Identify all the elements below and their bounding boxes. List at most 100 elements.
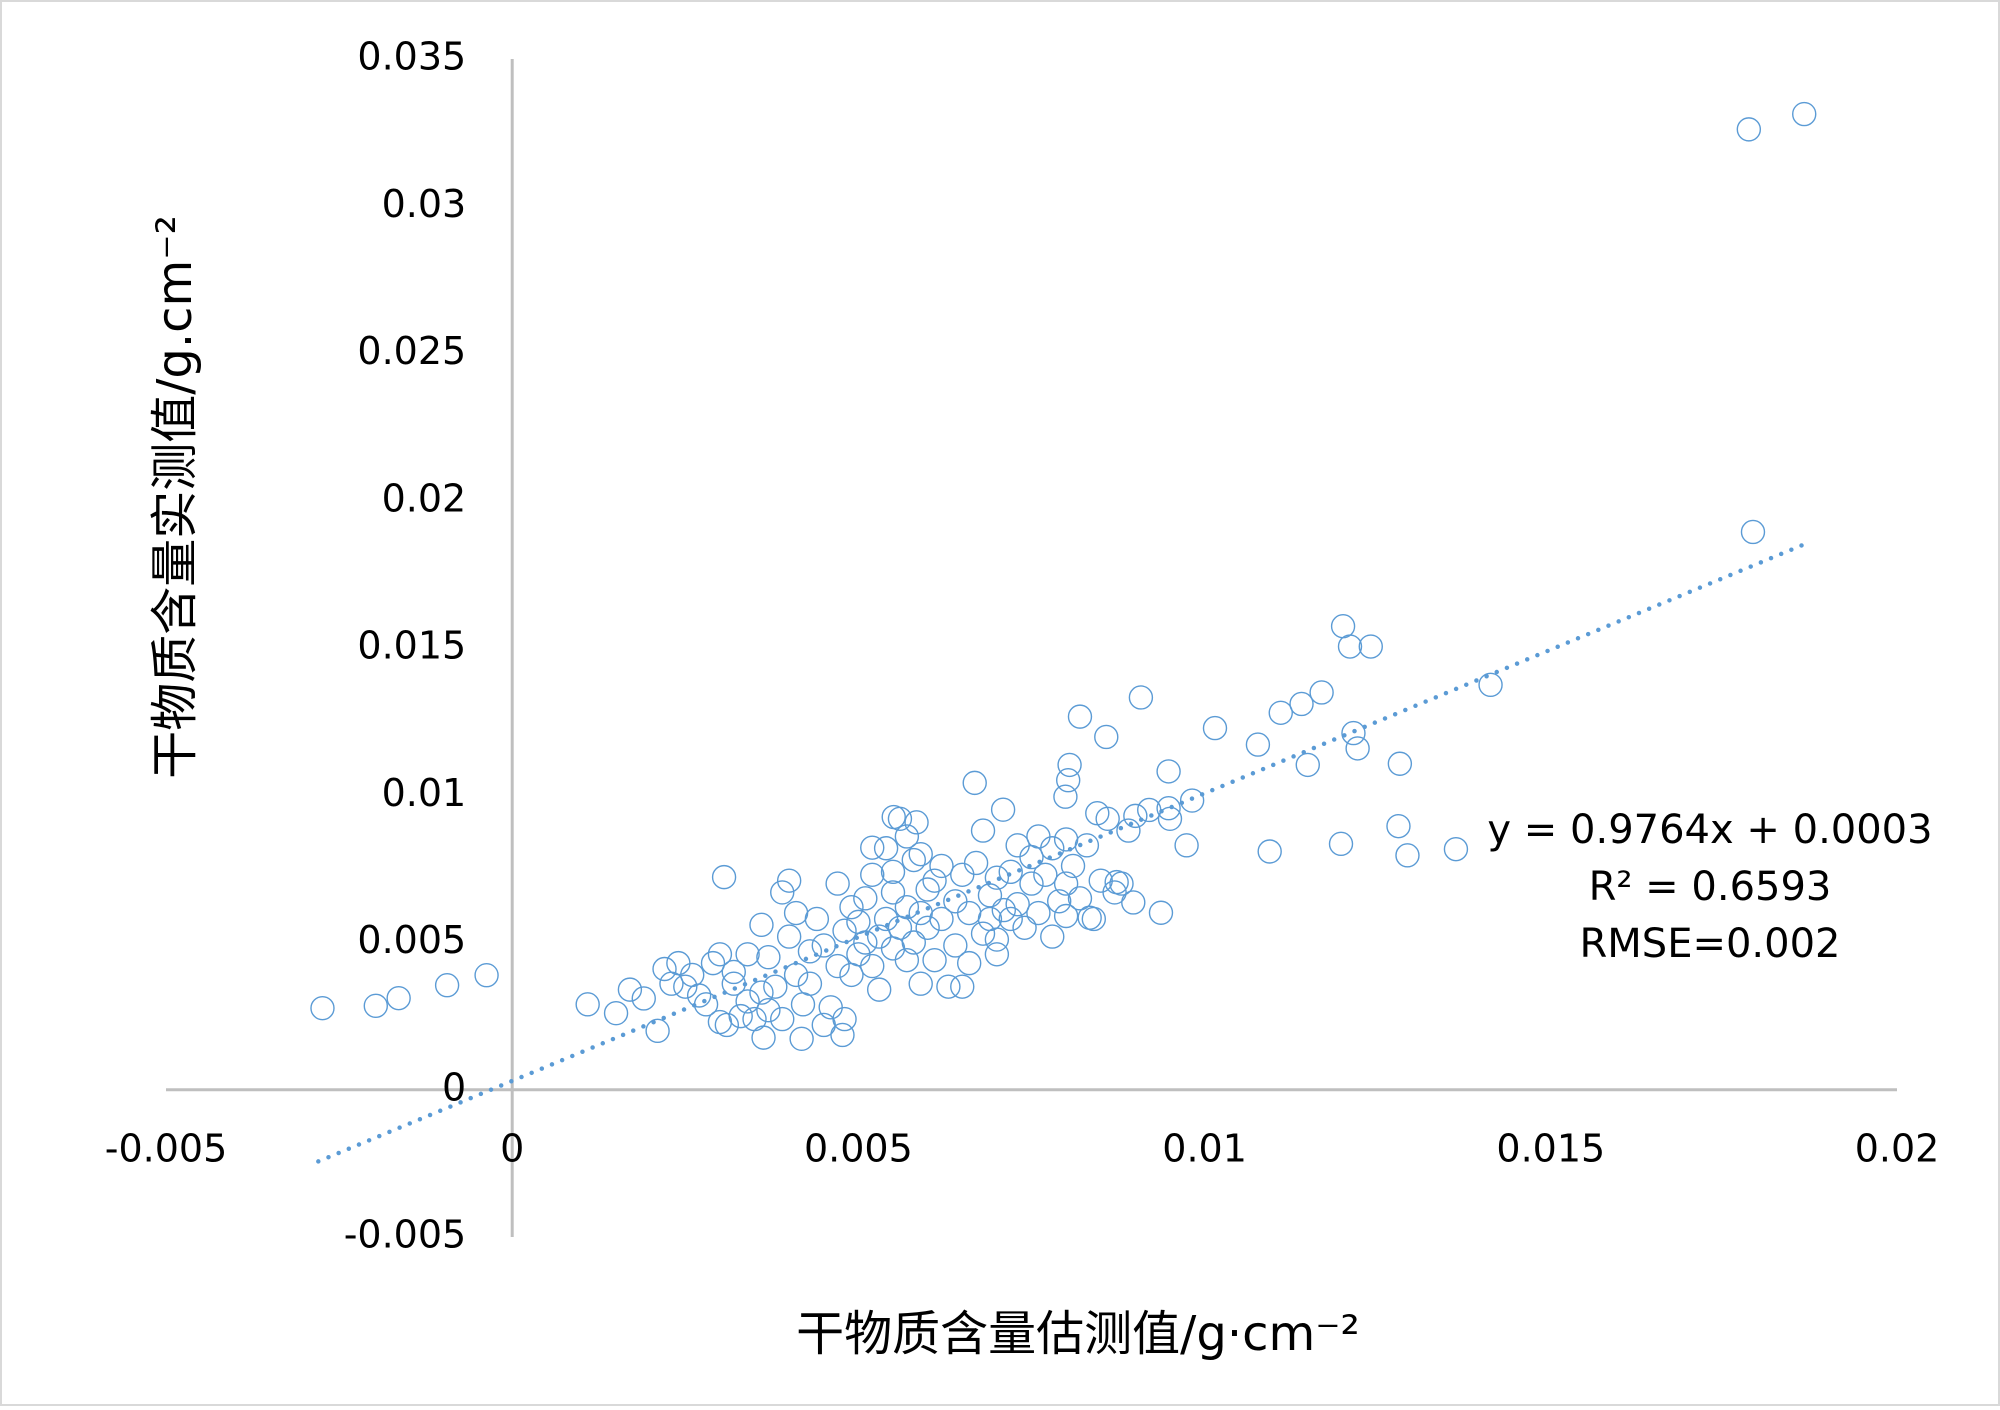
data-point	[1123, 803, 1148, 829]
data-point	[797, 971, 823, 996]
data-point	[1055, 768, 1081, 793]
data-point	[756, 945, 781, 970]
data-point	[1156, 796, 1181, 821]
data-point	[1067, 704, 1093, 729]
data-point	[776, 924, 802, 949]
data-point	[659, 971, 684, 996]
data-point	[310, 995, 335, 1021]
data-point	[908, 841, 933, 867]
data-point	[735, 942, 760, 967]
data-point	[474, 962, 499, 988]
data-point	[1033, 862, 1058, 887]
data-point	[929, 853, 954, 879]
data-point	[880, 880, 906, 905]
data-point	[1128, 685, 1154, 710]
data-point	[1116, 818, 1141, 843]
data-point	[1053, 784, 1078, 809]
data-point	[839, 894, 864, 920]
y-tick-label: 0.025	[357, 329, 466, 373]
annotation: R² = 0.6593	[1589, 864, 1832, 910]
data-point	[936, 974, 961, 999]
data-point	[1148, 900, 1174, 925]
data-point	[984, 942, 1010, 967]
data-point	[797, 939, 823, 964]
data-point	[1060, 853, 1086, 879]
data-point	[1268, 700, 1293, 725]
data-point	[873, 836, 899, 861]
data-point	[990, 797, 1016, 822]
data-point	[770, 880, 795, 905]
data-point	[789, 1026, 814, 1052]
x-axis-title: 干物质含量估测值/g·cm⁻²	[796, 1306, 1360, 1362]
y-tick-label: 0.02	[382, 476, 467, 520]
data-point	[1309, 680, 1334, 705]
data-point	[1019, 871, 1044, 896]
data-point	[1057, 752, 1082, 778]
data-point	[970, 921, 996, 946]
data-point	[1386, 813, 1411, 839]
data-point	[1358, 634, 1383, 659]
x-tick-label: 0.01	[1162, 1126, 1247, 1170]
data-point	[603, 1000, 629, 1026]
data-point	[970, 818, 996, 843]
data-point	[943, 933, 968, 958]
data-point	[1174, 833, 1199, 858]
x-tick-label: 0.02	[1855, 1126, 1940, 1170]
data-point	[825, 953, 850, 979]
data-point	[1345, 736, 1370, 761]
data-point	[1478, 672, 1503, 698]
data-point	[963, 850, 989, 876]
data-point	[1026, 900, 1051, 926]
data-point	[1179, 788, 1205, 813]
data-point	[363, 993, 388, 1019]
data-point	[1792, 101, 1817, 127]
y-tick-label: 0.03	[382, 182, 467, 226]
data-point	[770, 1006, 795, 1032]
data-point	[652, 956, 677, 982]
data-point	[1395, 843, 1420, 868]
data-point	[1736, 117, 1762, 142]
y-tick-label: 0.005	[357, 918, 466, 962]
data-point	[962, 770, 987, 796]
data-point	[749, 912, 774, 938]
data-point	[1121, 890, 1146, 915]
data-point	[749, 980, 774, 1005]
data-point	[711, 864, 737, 890]
annotation: RMSE=0.002	[1580, 921, 1841, 967]
data-point	[1081, 906, 1107, 932]
data-point	[673, 974, 698, 999]
data-point	[825, 871, 850, 896]
data-point	[1109, 871, 1134, 896]
x-tick-label: 0.015	[1496, 1126, 1605, 1170]
data-point	[1443, 836, 1469, 862]
data-point	[894, 947, 920, 973]
data-point	[1156, 759, 1181, 784]
y-tick-label: 0.035	[357, 35, 466, 79]
data-point	[1257, 839, 1282, 864]
data-point	[860, 953, 885, 979]
data-point	[1740, 519, 1766, 545]
x-tick-label: -0.005	[105, 1126, 228, 1170]
data-point	[887, 806, 913, 832]
data-point	[714, 1012, 740, 1038]
data-point	[894, 824, 920, 849]
data-point	[1005, 892, 1030, 917]
data-point	[735, 989, 760, 1014]
data-point	[1245, 732, 1271, 757]
data-point	[721, 959, 746, 985]
data-point	[915, 877, 940, 902]
data-point	[880, 859, 906, 885]
data-point	[860, 835, 885, 860]
data-point	[728, 1003, 753, 1029]
data-point	[707, 942, 733, 967]
data-point	[901, 847, 926, 873]
y-tick-label: -0.005	[344, 1213, 467, 1257]
data-point	[386, 985, 411, 1011]
data-point	[1053, 903, 1079, 929]
data-point	[1067, 886, 1093, 911]
y-tick-label: 0.01	[382, 771, 467, 815]
data-point	[929, 906, 954, 932]
data-point	[1387, 751, 1413, 776]
